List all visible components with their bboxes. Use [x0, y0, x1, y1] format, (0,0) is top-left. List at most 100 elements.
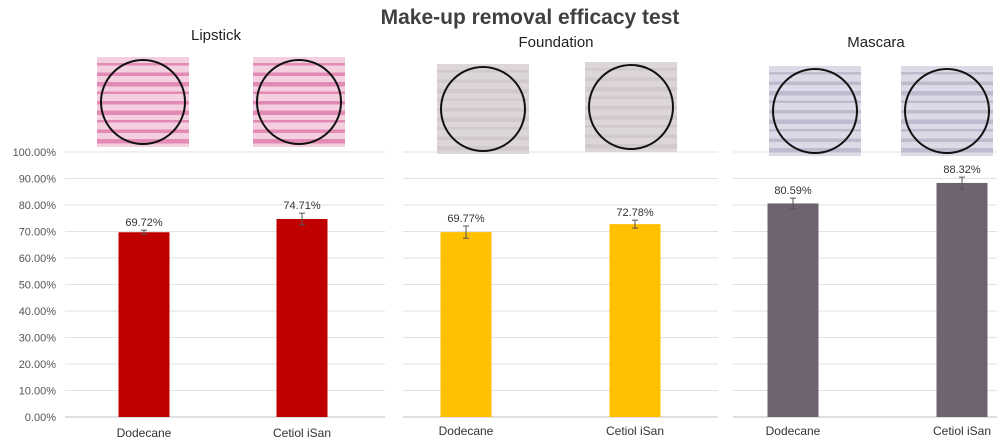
swatch-stripe: [97, 82, 189, 87]
swatch-stripe: [585, 68, 677, 71]
swatch-stripe: [901, 100, 993, 103]
category-label: Cetiol iSan: [606, 424, 664, 438]
chart-title: Make-up removal efficacy test: [381, 6, 680, 29]
bar: [767, 203, 819, 417]
swatch-stripe: [769, 110, 861, 114]
swatch-circle: [100, 59, 186, 145]
swatch-stripe: [253, 139, 345, 144]
panel-title-lipstick: Lipstick: [191, 27, 242, 44]
y-tick-label: 40.00%: [19, 306, 57, 318]
swatch-stripe: [585, 87, 677, 92]
data-label: 80.59%: [774, 185, 812, 197]
swatch-image: [253, 57, 345, 147]
swatch-stripe: [437, 79, 529, 83]
swatch-image: [97, 57, 189, 147]
swatch-stripe: [97, 101, 189, 105]
swatch-circle: [904, 68, 990, 154]
y-tick-label: 100.00%: [13, 147, 57, 159]
swatch-circle: [772, 68, 858, 154]
swatch-stripe: [901, 119, 993, 124]
swatch-stripe: [769, 138, 861, 142]
panel-mascara: Mascara 80.59% Dodecane 88.32% Cetiol iSan: [733, 34, 997, 438]
swatch-stripe: [97, 120, 189, 123]
swatch-stripe: [437, 127, 529, 130]
swatch-stripe: [97, 91, 189, 94]
swatch-stripe: [437, 136, 529, 140]
swatch-stripe: [585, 134, 677, 138]
swatch-stripe: [769, 129, 861, 132]
swatch-stripe: [901, 81, 993, 85]
bar: [276, 219, 328, 417]
y-tick-label: 20.00%: [19, 359, 57, 371]
swatch-circle: [440, 66, 526, 152]
swatch-stripe: [97, 110, 189, 115]
swatch-stripe: [97, 63, 189, 66]
bar: [118, 232, 170, 417]
swatch-stripe: [97, 139, 189, 144]
swatch-circle: [588, 64, 674, 150]
swatch-stripe: [97, 129, 189, 133]
swatch-stripe: [901, 148, 993, 153]
data-label: 72.78%: [616, 207, 654, 219]
swatch-stripe: [253, 101, 345, 105]
swatch-stripe: [901, 138, 993, 142]
panel-title-mascara: Mascara: [847, 34, 905, 51]
y-tick-label: 30.00%: [19, 333, 57, 345]
swatch-stripe: [901, 129, 993, 132]
swatch-stripe: [437, 108, 529, 112]
y-tick-label: 60.00%: [19, 253, 57, 265]
swatch-stripe: [253, 120, 345, 123]
swatch-stripe: [585, 115, 677, 120]
panel-title-foundation: Foundation: [518, 34, 593, 51]
category-label: Cetiol iSan: [933, 424, 991, 438]
category-label: Dodecane: [439, 424, 494, 438]
swatch-stripe: [901, 91, 993, 96]
y-axis: 0.00% 10.00% 20.00% 30.00% 40.00% 50.00% 60.00…: [13, 147, 57, 424]
swatch-stripe: [769, 81, 861, 85]
swatch-stripe: [769, 100, 861, 103]
swatch-stripe: [253, 91, 345, 94]
data-label: 69.77%: [447, 213, 485, 225]
swatch-stripe: [769, 72, 861, 75]
swatch-stripe: [253, 129, 345, 133]
swatch-image: [901, 66, 993, 156]
bar: [936, 182, 988, 417]
swatch-stripe: [585, 106, 677, 110]
swatch-stripe: [437, 89, 529, 94]
swatch-stripe: [437, 98, 529, 101]
swatch-stripe: [253, 63, 345, 66]
y-tick-label: 80.00%: [19, 200, 57, 212]
y-tick-label: 70.00%: [19, 227, 57, 239]
swatch-stripe: [585, 125, 677, 128]
panel-lipstick: Lipstick 69.72% Dodecane 74.71% Cetiol iSan: [65, 27, 385, 440]
swatch-stripe: [901, 110, 993, 114]
swatch-image: [769, 66, 861, 156]
swatch-stripe: [901, 72, 993, 75]
swatch-stripe: [585, 77, 677, 81]
swatch-stripe: [769, 148, 861, 153]
data-label: 69.72%: [125, 217, 163, 229]
swatch-circle: [256, 59, 342, 145]
data-label: 74.71%: [283, 200, 321, 212]
y-tick-label: 50.00%: [19, 280, 57, 292]
swatch-stripe: [437, 117, 529, 122]
swatch-stripe: [769, 91, 861, 96]
category-label: Cetiol iSan: [273, 426, 331, 440]
swatch-stripe: [437, 146, 529, 151]
data-label: 88.32%: [943, 164, 981, 176]
swatch-stripe: [253, 72, 345, 76]
swatch-stripe: [585, 144, 677, 149]
category-label: Dodecane: [766, 424, 821, 438]
swatch-stripe: [97, 72, 189, 76]
swatch-image: [437, 64, 529, 154]
swatch-stripe: [253, 110, 345, 115]
category-label: Dodecane: [117, 426, 172, 440]
swatch-stripe: [253, 82, 345, 87]
y-tick-label: 0.00%: [25, 412, 56, 424]
swatch-stripe: [585, 96, 677, 99]
y-tick-label: 10.00%: [19, 386, 57, 398]
swatch-image: [585, 62, 677, 152]
bar: [440, 232, 492, 417]
swatch-stripe: [769, 119, 861, 124]
